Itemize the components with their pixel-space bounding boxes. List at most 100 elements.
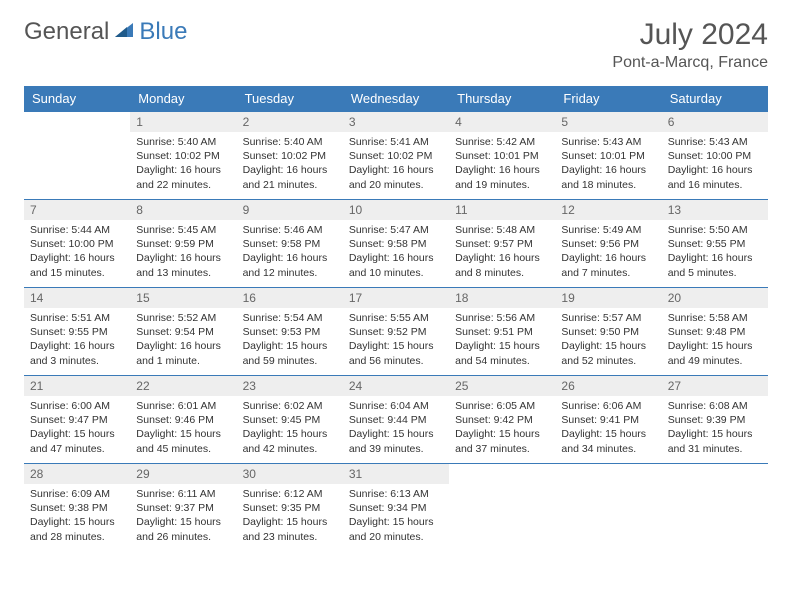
weekday-header: Thursday (449, 86, 555, 112)
day-number: 14 (24, 288, 130, 308)
calendar-week-row: 21Sunrise: 6:00 AMSunset: 9:47 PMDayligh… (24, 376, 768, 464)
calendar-week-row: 28Sunrise: 6:09 AMSunset: 9:38 PMDayligh… (24, 464, 768, 552)
day-details: Sunrise: 5:43 AMSunset: 10:01 PMDaylight… (555, 132, 661, 198)
day-details: Sunrise: 5:55 AMSunset: 9:52 PMDaylight:… (343, 308, 449, 374)
day-details: Sunrise: 5:46 AMSunset: 9:58 PMDaylight:… (237, 220, 343, 286)
calendar-day-cell (449, 464, 555, 552)
day-details: Sunrise: 6:02 AMSunset: 9:45 PMDaylight:… (237, 396, 343, 462)
calendar-day-cell: 4Sunrise: 5:42 AMSunset: 10:01 PMDayligh… (449, 112, 555, 200)
calendar-day-cell: 2Sunrise: 5:40 AMSunset: 10:02 PMDayligh… (237, 112, 343, 200)
logo: General Blue (24, 18, 187, 46)
day-details: Sunrise: 5:58 AMSunset: 9:48 PMDaylight:… (662, 308, 768, 374)
calendar-day-cell: 7Sunrise: 5:44 AMSunset: 10:00 PMDayligh… (24, 200, 130, 288)
day-number: 12 (555, 200, 661, 220)
day-details: Sunrise: 5:56 AMSunset: 9:51 PMDaylight:… (449, 308, 555, 374)
day-number: 29 (130, 464, 236, 484)
day-details: Sunrise: 6:12 AMSunset: 9:35 PMDaylight:… (237, 484, 343, 550)
day-number: 18 (449, 288, 555, 308)
day-details: Sunrise: 5:42 AMSunset: 10:01 PMDaylight… (449, 132, 555, 198)
calendar-day-cell: 29Sunrise: 6:11 AMSunset: 9:37 PMDayligh… (130, 464, 236, 552)
logo-text-blue: Blue (139, 18, 187, 46)
calendar-day-cell (662, 464, 768, 552)
day-number: 21 (24, 376, 130, 396)
day-details: Sunrise: 6:00 AMSunset: 9:47 PMDaylight:… (24, 396, 130, 462)
calendar-day-cell: 21Sunrise: 6:00 AMSunset: 9:47 PMDayligh… (24, 376, 130, 464)
day-number: 15 (130, 288, 236, 308)
day-details: Sunrise: 5:47 AMSunset: 9:58 PMDaylight:… (343, 220, 449, 286)
day-details: Sunrise: 5:49 AMSunset: 9:56 PMDaylight:… (555, 220, 661, 286)
calendar-day-cell: 14Sunrise: 5:51 AMSunset: 9:55 PMDayligh… (24, 288, 130, 376)
day-number: 7 (24, 200, 130, 220)
day-number: 24 (343, 376, 449, 396)
page-header: General Blue July 2024 Pont-a-Marcq, Fra… (24, 18, 768, 72)
day-number: 10 (343, 200, 449, 220)
calendar-day-cell: 17Sunrise: 5:55 AMSunset: 9:52 PMDayligh… (343, 288, 449, 376)
day-number: 30 (237, 464, 343, 484)
day-details: Sunrise: 5:40 AMSunset: 10:02 PMDaylight… (237, 132, 343, 198)
day-number: 22 (130, 376, 236, 396)
month-title: July 2024 (612, 18, 768, 52)
calendar-day-cell: 30Sunrise: 6:12 AMSunset: 9:35 PMDayligh… (237, 464, 343, 552)
day-details: Sunrise: 5:51 AMSunset: 9:55 PMDaylight:… (24, 308, 130, 374)
day-number: 20 (662, 288, 768, 308)
calendar-day-cell: 1Sunrise: 5:40 AMSunset: 10:02 PMDayligh… (130, 112, 236, 200)
calendar-day-cell: 31Sunrise: 6:13 AMSunset: 9:34 PMDayligh… (343, 464, 449, 552)
calendar-week-row: 1Sunrise: 5:40 AMSunset: 10:02 PMDayligh… (24, 112, 768, 200)
day-details: Sunrise: 5:48 AMSunset: 9:57 PMDaylight:… (449, 220, 555, 286)
calendar-day-cell (555, 464, 661, 552)
day-details: Sunrise: 5:50 AMSunset: 9:55 PMDaylight:… (662, 220, 768, 286)
calendar-day-cell: 19Sunrise: 5:57 AMSunset: 9:50 PMDayligh… (555, 288, 661, 376)
calendar-day-cell: 22Sunrise: 6:01 AMSunset: 9:46 PMDayligh… (130, 376, 236, 464)
day-number: 3 (343, 112, 449, 132)
calendar-day-cell: 18Sunrise: 5:56 AMSunset: 9:51 PMDayligh… (449, 288, 555, 376)
day-number: 6 (662, 112, 768, 132)
day-details: Sunrise: 5:44 AMSunset: 10:00 PMDaylight… (24, 220, 130, 286)
day-details: Sunrise: 6:05 AMSunset: 9:42 PMDaylight:… (449, 396, 555, 462)
day-number: 23 (237, 376, 343, 396)
day-details: Sunrise: 6:01 AMSunset: 9:46 PMDaylight:… (130, 396, 236, 462)
weekday-header: Tuesday (237, 86, 343, 112)
calendar-day-cell: 12Sunrise: 5:49 AMSunset: 9:56 PMDayligh… (555, 200, 661, 288)
weekday-header: Saturday (662, 86, 768, 112)
day-details: Sunrise: 6:11 AMSunset: 9:37 PMDaylight:… (130, 484, 236, 550)
calendar-day-cell: 3Sunrise: 5:41 AMSunset: 10:02 PMDayligh… (343, 112, 449, 200)
weekday-header: Sunday (24, 86, 130, 112)
calendar-day-cell: 6Sunrise: 5:43 AMSunset: 10:00 PMDayligh… (662, 112, 768, 200)
day-details: Sunrise: 5:43 AMSunset: 10:00 PMDaylight… (662, 132, 768, 198)
calendar-day-cell: 25Sunrise: 6:05 AMSunset: 9:42 PMDayligh… (449, 376, 555, 464)
day-number: 28 (24, 464, 130, 484)
calendar-day-cell: 8Sunrise: 5:45 AMSunset: 9:59 PMDaylight… (130, 200, 236, 288)
calendar-day-cell: 15Sunrise: 5:52 AMSunset: 9:54 PMDayligh… (130, 288, 236, 376)
calendar-day-cell: 26Sunrise: 6:06 AMSunset: 9:41 PMDayligh… (555, 376, 661, 464)
day-details: Sunrise: 5:45 AMSunset: 9:59 PMDaylight:… (130, 220, 236, 286)
calendar-day-cell: 23Sunrise: 6:02 AMSunset: 9:45 PMDayligh… (237, 376, 343, 464)
day-number: 11 (449, 200, 555, 220)
day-details: Sunrise: 6:06 AMSunset: 9:41 PMDaylight:… (555, 396, 661, 462)
calendar-body: 1Sunrise: 5:40 AMSunset: 10:02 PMDayligh… (24, 112, 768, 552)
day-details: Sunrise: 6:13 AMSunset: 9:34 PMDaylight:… (343, 484, 449, 550)
day-details: Sunrise: 5:40 AMSunset: 10:02 PMDaylight… (130, 132, 236, 198)
day-details: Sunrise: 5:52 AMSunset: 9:54 PMDaylight:… (130, 308, 236, 374)
logo-triangle-icon (113, 19, 135, 46)
location-label: Pont-a-Marcq, France (612, 54, 768, 72)
day-number: 13 (662, 200, 768, 220)
day-number: 16 (237, 288, 343, 308)
calendar-day-cell: 20Sunrise: 5:58 AMSunset: 9:48 PMDayligh… (662, 288, 768, 376)
weekday-header: Friday (555, 86, 661, 112)
day-number: 25 (449, 376, 555, 396)
day-number: 9 (237, 200, 343, 220)
calendar-day-cell: 24Sunrise: 6:04 AMSunset: 9:44 PMDayligh… (343, 376, 449, 464)
calendar-day-cell: 16Sunrise: 5:54 AMSunset: 9:53 PMDayligh… (237, 288, 343, 376)
day-details: Sunrise: 5:41 AMSunset: 10:02 PMDaylight… (343, 132, 449, 198)
weekday-header: Monday (130, 86, 236, 112)
day-number: 26 (555, 376, 661, 396)
calendar-day-cell: 9Sunrise: 5:46 AMSunset: 9:58 PMDaylight… (237, 200, 343, 288)
day-details: Sunrise: 6:04 AMSunset: 9:44 PMDaylight:… (343, 396, 449, 462)
day-number: 8 (130, 200, 236, 220)
calendar-day-cell: 28Sunrise: 6:09 AMSunset: 9:38 PMDayligh… (24, 464, 130, 552)
calendar-day-cell: 5Sunrise: 5:43 AMSunset: 10:01 PMDayligh… (555, 112, 661, 200)
day-number: 27 (662, 376, 768, 396)
logo-text-general: General (24, 18, 109, 46)
day-details: Sunrise: 5:54 AMSunset: 9:53 PMDaylight:… (237, 308, 343, 374)
day-details: Sunrise: 5:57 AMSunset: 9:50 PMDaylight:… (555, 308, 661, 374)
